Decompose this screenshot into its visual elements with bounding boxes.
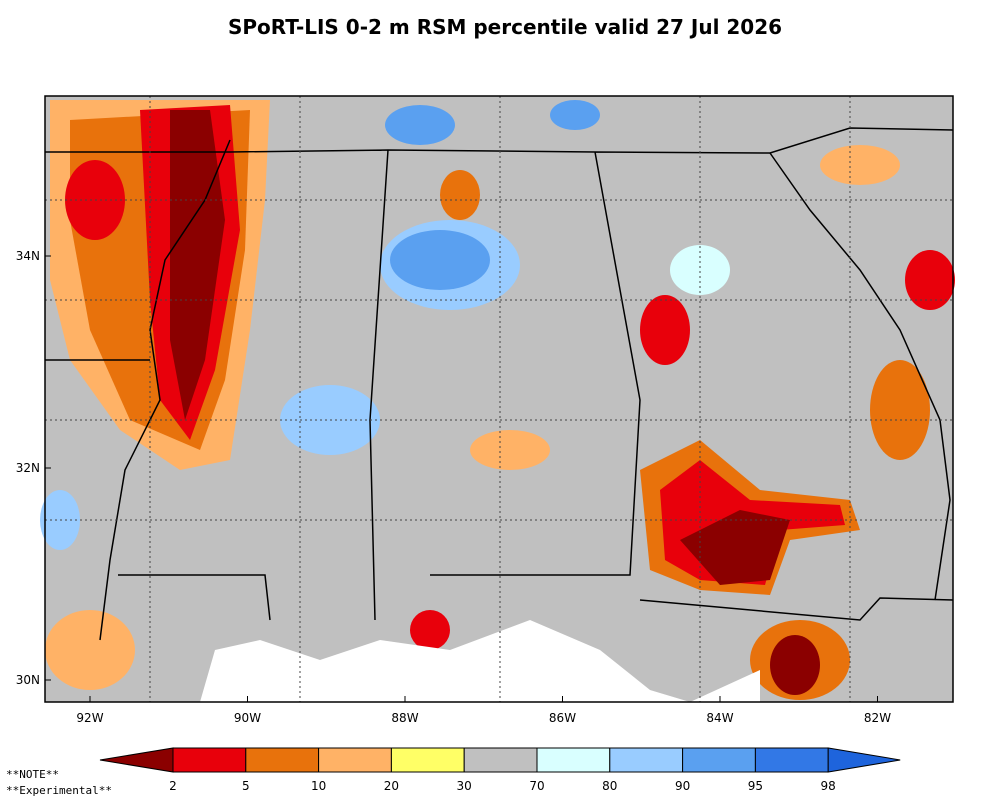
note: **Experimental** <box>6 784 112 797</box>
colorbar-label: 90 <box>675 779 690 793</box>
colorbar-label: 95 <box>748 779 763 793</box>
y-tick-label: 32N <box>16 461 40 475</box>
x-tick-label: 84W <box>706 711 733 725</box>
axes: 92W 90W 88W 86W 84W 82W 34N 32N 30N <box>16 249 891 725</box>
note: **NOTE** <box>6 768 59 781</box>
colorbar-bin <box>99 747 174 773</box>
colorbar-bin <box>245 747 320 773</box>
colorbar-label: 2 <box>169 779 177 793</box>
colorbar-bin <box>463 747 538 773</box>
map-title: SPoRT-LIS 0-2 m RSM percentile valid 27 … <box>228 15 782 39</box>
x-tick-label: 82W <box>864 711 891 725</box>
colorbar-label: 20 <box>384 779 399 793</box>
colorbar-label: 10 <box>311 779 326 793</box>
colorbar-label: 30 <box>457 779 472 793</box>
y-tick-label: 34N <box>16 249 40 263</box>
x-tick-label: 86W <box>549 711 576 725</box>
colorbar-bin <box>390 747 465 773</box>
map-field <box>40 95 955 703</box>
x-tick-label: 90W <box>234 711 261 725</box>
x-tick-label: 92W <box>76 711 103 725</box>
colorbar-label: 98 <box>821 779 836 793</box>
colorbar-bin <box>827 747 901 773</box>
y-tick-label: 30N <box>16 673 40 687</box>
colorbar-label: 5 <box>242 779 250 793</box>
colorbar-label: 80 <box>602 779 617 793</box>
colorbar-label: 70 <box>529 779 544 793</box>
colorbar-bin <box>172 747 247 773</box>
colorbar-bin <box>609 747 684 773</box>
colorbar-bin <box>754 747 829 773</box>
colorbar-bin <box>536 747 611 773</box>
colorbar-bin <box>682 747 756 773</box>
colorbar: 2 5 10 20 30 70 80 90 95 98 <box>99 747 901 793</box>
x-tick-label: 88W <box>391 711 418 725</box>
colorbar-bin <box>318 747 392 773</box>
